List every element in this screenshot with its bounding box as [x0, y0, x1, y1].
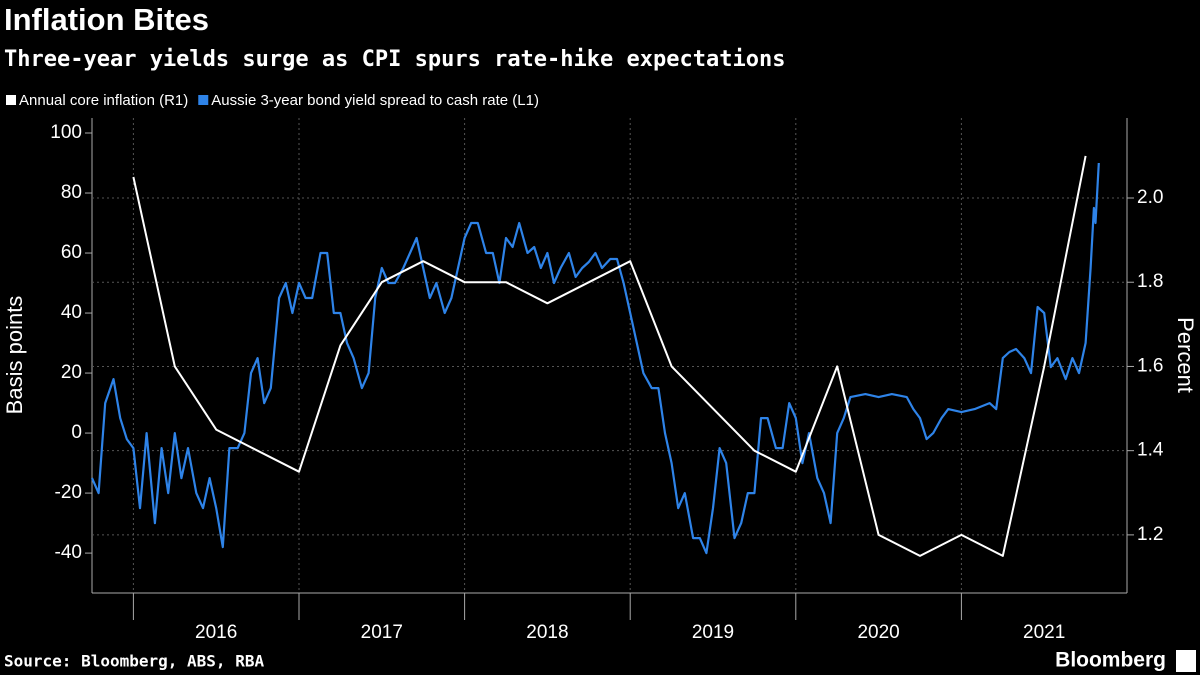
y-tick-label: 60: [61, 242, 82, 263]
x-tick-label: 2018: [526, 622, 568, 643]
y-tick-label: -20: [55, 482, 82, 503]
x-tick-label: 2021: [1023, 622, 1065, 643]
y-tick-label: 100: [50, 122, 82, 143]
y2-tick-label: 1.4: [1137, 440, 1164, 461]
legend-label: Annual core inflation (R1): [19, 92, 188, 109]
brand: Bloomberg: [1055, 649, 1166, 672]
legend-swatch: [6, 95, 16, 105]
x-tick-label: 2017: [361, 622, 403, 643]
legend-swatch: [198, 95, 209, 105]
y-tick-label: -40: [55, 542, 82, 563]
x-tick-label: 2019: [692, 622, 734, 643]
y2-tick-label: 2.0: [1137, 187, 1163, 208]
line-series: [90, 162, 1100, 555]
y-axis-label: Basis points: [2, 296, 27, 415]
y-tick-label: 80: [61, 182, 82, 203]
y-tick-label: 20: [61, 362, 82, 383]
y2-axis-label: Percent: [1173, 317, 1198, 393]
line-series: [132, 155, 1087, 557]
source: Source: Bloomberg, ABS, RBA: [4, 652, 264, 671]
chart-subtitle: Three-year yields surge as CPI spurs rat…: [4, 47, 785, 72]
x-tick-label: 2016: [195, 622, 237, 643]
x-tick-label: 2020: [857, 622, 899, 643]
y2-tick-label: 1.2: [1137, 524, 1163, 545]
y-tick-label: 40: [61, 302, 82, 323]
chart-title: Inflation Bites: [4, 2, 209, 37]
y2-tick-label: 1.6: [1137, 355, 1163, 376]
y-tick-label: 0: [71, 422, 82, 443]
legend-label: Aussie 3-year bond yield spread to cash …: [211, 92, 539, 109]
brand-icon: [1176, 650, 1196, 672]
y2-tick-label: 1.8: [1137, 271, 1163, 292]
